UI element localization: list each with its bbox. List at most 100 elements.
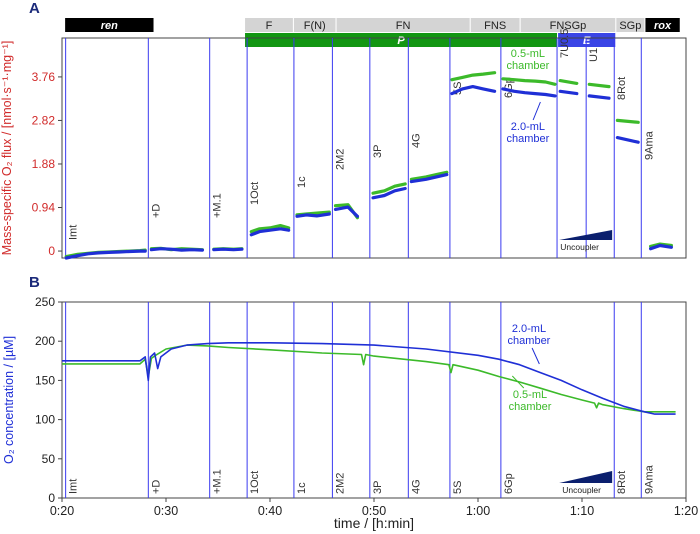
panel-b-annotation-green-1: 0.5-mL bbox=[513, 389, 547, 401]
panel-b-ytick-label-3: 150 bbox=[35, 373, 55, 387]
panel-a-series-1-segment-6 bbox=[371, 186, 407, 200]
panel-b-annotation-blue-2: chamber bbox=[508, 335, 551, 347]
panel-a-event-label-1: +D bbox=[150, 204, 162, 218]
panel-b-event-label-7: 4G bbox=[410, 479, 422, 494]
panel-a-uncoupler: Uncoupler bbox=[559, 230, 613, 252]
panel-b-event-label-5: 2M2 bbox=[334, 473, 346, 494]
panel-a-ytick-label-2: 1.88 bbox=[32, 157, 56, 171]
panel-b-series-0 bbox=[62, 341, 676, 415]
panel-a-event-label-5: 2M2 bbox=[334, 149, 346, 170]
panel-b-uncoupler-wedge bbox=[559, 471, 613, 483]
panel-a-series-1-segment-8 bbox=[450, 84, 497, 96]
panel-a-annotation-blue-1: 2.0-mL bbox=[511, 121, 545, 133]
panel-a-event-label-9: 6Gp bbox=[503, 77, 515, 98]
panel-a-event-label-2: +M.1 bbox=[212, 193, 224, 218]
panel-label-b: B bbox=[29, 274, 40, 291]
panel-a-series-1-segment-10 bbox=[558, 89, 579, 96]
panel-b-xlabel: time / [h:min] bbox=[334, 515, 414, 531]
panel-a-series-0-segment-9 bbox=[501, 77, 557, 86]
panel-b-xtick-label-0: 0:20 bbox=[50, 504, 74, 518]
panel-b-concentration-chart: 0 50 100 150 200 250 0:20 0:30 0:40 0:50 1:00 1:10 1… bbox=[2, 295, 698, 531]
panel-b-annotation-arrow-green bbox=[511, 375, 525, 389]
panel-a-annotation-green-2: chamber bbox=[507, 60, 550, 72]
panel-b-xtick-label-5: 1:10 bbox=[570, 504, 594, 518]
protocol-label-top_row-0: ren bbox=[101, 20, 118, 32]
protocol-bar-second_row-1 bbox=[558, 33, 616, 47]
panel-b-xtick-label-3: 0:50 bbox=[362, 504, 386, 518]
panel-b-event-label-8: 5S bbox=[452, 481, 464, 494]
panel-a-event-label-4: 1c bbox=[296, 176, 308, 188]
panel-b-event-label-4: 1c bbox=[296, 482, 308, 494]
panel-a-ytick-label-1: 0.94 bbox=[32, 201, 56, 215]
panel-a-event-label-0: Imt bbox=[68, 225, 80, 240]
panel-label-a: A bbox=[29, 0, 40, 17]
panel-a-series-0-segment-8 bbox=[450, 71, 497, 82]
panel-a-flux-chart: 0 0.94 1.88 2.82 3.76 Mass-specific O₂ flux /… bbox=[0, 29, 687, 260]
panel-a-series-1-segment-13 bbox=[648, 243, 674, 251]
panel-b-xtick-label-6: 1:20 bbox=[674, 504, 698, 518]
protocol-label-top_row-5: FNSGp bbox=[550, 20, 587, 32]
panel-a-frame bbox=[61, 37, 687, 259]
protocol-label-top_row-1: F bbox=[266, 20, 273, 32]
panel-b-uncoupler-label: Uncoupler bbox=[562, 485, 601, 495]
protocol-bar-second_row-0 bbox=[245, 33, 558, 47]
panel-b-ytick-label-0: 0 bbox=[48, 491, 55, 505]
panel-a-series-1-segment-0 bbox=[64, 249, 147, 260]
panel-a-series-1-segment-2 bbox=[212, 247, 244, 252]
panel-a-series-0-segment-7 bbox=[409, 170, 449, 181]
panel-a-series-1-segment-7 bbox=[409, 173, 449, 184]
panel-a-series-1-segment-3 bbox=[249, 227, 291, 237]
panel-a-annotation-arrow bbox=[532, 101, 541, 121]
panel-a-annotation-green-1: 0.5-mL bbox=[511, 48, 545, 60]
panel-a-uncoupler-wedge bbox=[559, 230, 613, 240]
protocol-bar-top_row-2 bbox=[293, 18, 336, 32]
panel-a-series-0-segment-3 bbox=[249, 224, 291, 234]
panel-a-uncoupler-label: Uncoupler bbox=[560, 242, 599, 252]
panel-b-ytick-label-2: 100 bbox=[35, 413, 55, 427]
panel-a-event-label-13: 9Ama bbox=[643, 130, 655, 160]
panel-a-series-0-segment-6 bbox=[371, 182, 407, 195]
panel-b-event-label-2: +M.1 bbox=[212, 469, 224, 494]
protocol-bar-top_row-3 bbox=[336, 18, 470, 32]
protocol-bar-top_row-4 bbox=[470, 18, 520, 32]
panel-b-event-label-3: 1Oct bbox=[249, 471, 261, 494]
protocol-bar-top_row-5 bbox=[520, 18, 616, 32]
panel-a-series-0-segment-12 bbox=[615, 118, 640, 124]
panel-a-ytick-label-4: 3.76 bbox=[32, 70, 56, 84]
panel-a-event-label-12: 8Rot bbox=[616, 77, 628, 100]
panel-a-annotation-blue-2: chamber bbox=[507, 133, 550, 145]
panel-a-series-1-segment-12 bbox=[615, 136, 640, 144]
panel-b-annotation-green-2: chamber bbox=[509, 401, 552, 413]
panel-b-ytick-label-1: 50 bbox=[42, 452, 56, 466]
panel-b-event-label-6: 3P bbox=[372, 481, 384, 494]
panel-b-xtick-label-2: 0:40 bbox=[258, 504, 282, 518]
panel-a-series-1-segment-5 bbox=[333, 205, 359, 218]
panel-b-event-label-1: +D bbox=[150, 480, 162, 494]
panel-a-event-label-10: 7U0.5 bbox=[559, 29, 571, 58]
panel-a-event-label-6: 3P bbox=[372, 145, 384, 158]
panel-a-ytick-label-0: 0 bbox=[48, 244, 55, 258]
panel-b-uncoupler: Uncoupler bbox=[559, 471, 613, 495]
panel-a-event-label-3: 1Oct bbox=[249, 182, 261, 205]
panel-a-series-1-segment-4 bbox=[295, 212, 331, 218]
panel-b-ytick-label-4: 200 bbox=[35, 334, 55, 348]
protocol-bars: ren F F(N) FN FNS FNSGp SGp rox P E bbox=[65, 18, 680, 47]
protocol-label-top_row-3: FN bbox=[396, 20, 411, 32]
panel-b-event-label-11: 9Ama bbox=[643, 464, 655, 494]
protocol-label-top_row-2: F(N) bbox=[304, 20, 326, 32]
panel-b-event-label-0: Imt bbox=[68, 479, 80, 494]
protocol-label-second_row-0: P bbox=[397, 35, 405, 47]
panel-b-event-label-9: 6Gp bbox=[503, 473, 515, 494]
protocol-label-top_row-4: FNS bbox=[484, 20, 506, 32]
panel-a-event-label-7: 4G bbox=[410, 133, 422, 148]
panel-a-series-1-segment-9 bbox=[501, 87, 557, 98]
panel-a-series-1-segment-11 bbox=[587, 94, 611, 100]
protocol-bar-top_row-0 bbox=[65, 18, 154, 32]
panel-b-annotation-blue-1: 2.0-mL bbox=[512, 323, 546, 335]
panel-b-series-1 bbox=[62, 344, 676, 413]
panel-a-event-label-11: U1 bbox=[588, 48, 600, 62]
protocol-label-second_row-1: E bbox=[583, 35, 591, 47]
panel-b-xtick-label-1: 0:30 bbox=[154, 504, 178, 518]
protocol-label-top_row-7: rox bbox=[654, 20, 672, 32]
